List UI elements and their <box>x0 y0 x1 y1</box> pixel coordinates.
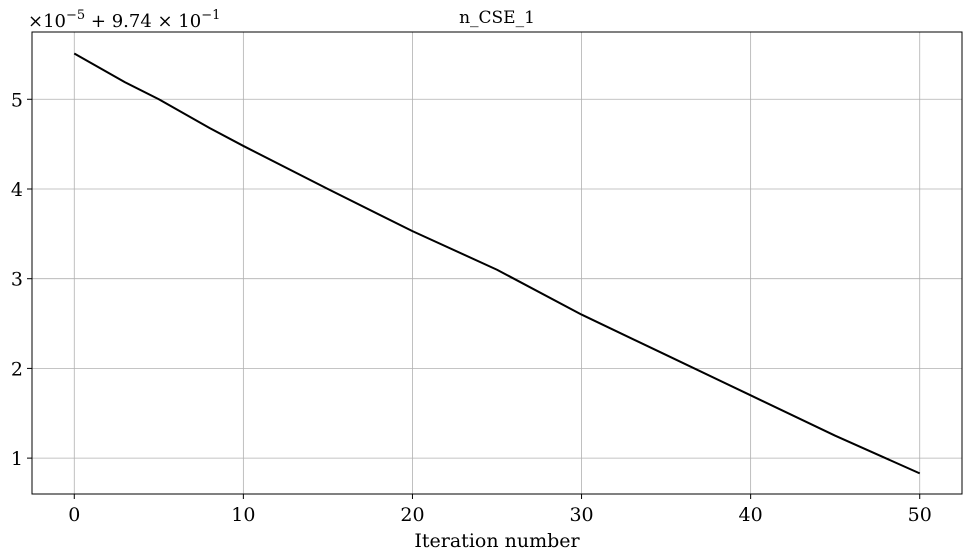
series-line <box>73 52 921 475</box>
y-tick-label: 3 <box>11 269 23 291</box>
offset-plus: + 9.74 × 10 <box>85 11 201 32</box>
x-axis-title: Iteration number <box>414 530 580 552</box>
y-axis-offset-label: ×10−5 + 9.74 × 10−1 <box>28 8 220 32</box>
offset-times: ×10 <box>28 11 66 32</box>
x-tick-label: 30 <box>569 504 593 526</box>
plot-frame <box>31 31 963 495</box>
y-tick-label: 4 <box>11 179 23 201</box>
ticks: 0 10 20 30 40 50 1 2 3 4 5 <box>11 89 932 526</box>
x-tick-label: 20 <box>400 504 424 526</box>
grid <box>32 32 962 494</box>
series-layer <box>73 52 921 475</box>
x-tick-label: 0 <box>68 504 80 526</box>
y-tick-label: 5 <box>11 89 23 111</box>
offset-exp: −5 <box>66 8 85 23</box>
x-tick-label: 10 <box>231 504 255 526</box>
chart-title: n_CSE_1 <box>459 8 535 28</box>
x-tick-label: 50 <box>908 504 932 526</box>
y-tick-label: 1 <box>11 448 23 470</box>
y-tick-label: 2 <box>11 358 23 380</box>
x-tick-label: 40 <box>739 504 763 526</box>
offset-exp2: −1 <box>201 8 220 23</box>
